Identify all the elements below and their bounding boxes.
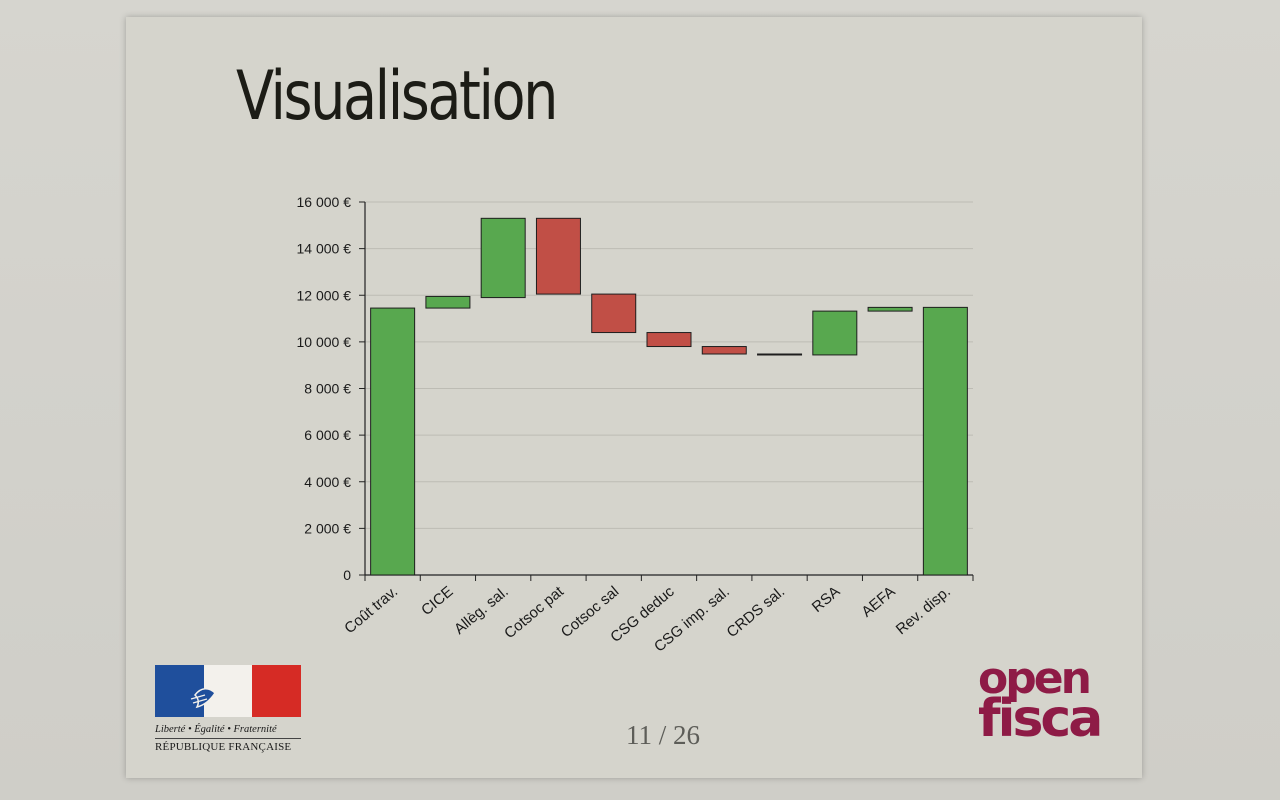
x-tick-label: Coût trav. [341,583,401,637]
waterfall-bar [480,217,526,299]
y-tick-label: 6 000 € [304,427,351,443]
slide-title: Visualisation [236,57,558,136]
y-tick-label: 4 000 € [304,474,351,490]
x-tick-label: AEFA [858,583,898,621]
waterfall-bar [757,353,803,356]
waterfall-bar [370,307,416,576]
waterfall-chart: 0 2 000 € 4 000 € 6 000 € 8 000 € 10 000 € 12 … [297,194,974,656]
y-tick-label: 0 [343,567,351,583]
republique-francaise-logo: Liberté • Égalité • Fraternité RÉPUBLIQU… [155,665,301,753]
waterfall-bar [535,217,581,295]
page-number: 11 / 26 [626,720,700,750]
x-tick-label: Rev. disp. [893,583,954,638]
x-tick-label: Cotsoc pat [501,583,567,643]
waterfall-bar [812,310,858,356]
republique-motto: Liberté • Égalité • Fraternité [155,724,277,735]
y-tick-label: 10 000 € [297,334,352,350]
waterfall-bar [701,346,747,355]
openfisca-logo-bottom: fisca [978,689,1103,749]
x-tick-label: RSA [809,583,844,616]
slide: Visualisation 0 2 000 € 4 000 € 6 000 € 8 00… [126,17,1142,778]
marianne-flag-icon [155,665,301,717]
waterfall-bar [646,332,692,348]
waterfall-bar [591,293,637,334]
x-tick-label: CICE [418,583,456,619]
openfisca-logo: open fisca [978,653,1103,749]
openfisca-logo-top: open [978,653,1092,704]
y-tick-label: 8 000 € [304,381,351,397]
y-tick-label: 16 000 € [297,194,352,210]
waterfall-bar [922,306,968,576]
logo-divider [155,738,301,739]
republique-name: RÉPUBLIQUE FRANÇAISE [155,741,292,753]
waterfall-bar [425,295,471,309]
x-tick-label: CRDS sal. [724,583,789,641]
y-tick-label: 14 000 € [297,241,352,257]
waterfall-bar [867,306,913,312]
y-tick-label: 2 000 € [304,520,351,536]
y-tick-label: 12 000 € [297,287,352,303]
